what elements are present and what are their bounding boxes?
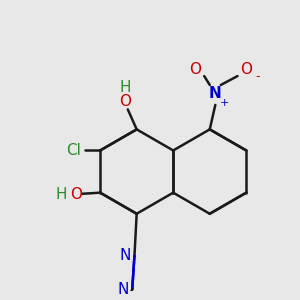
Text: H: H (56, 188, 67, 202)
Text: O: O (120, 94, 132, 109)
Text: N: N (120, 248, 131, 263)
Text: Cl: Cl (66, 143, 81, 158)
Text: H: H (120, 80, 131, 95)
Text: N: N (118, 282, 129, 297)
Text: -: - (255, 70, 260, 83)
Text: O: O (240, 62, 252, 77)
Text: O: O (189, 62, 201, 77)
Text: +: + (220, 98, 229, 108)
Text: O: O (70, 188, 82, 202)
Text: N: N (209, 86, 222, 101)
